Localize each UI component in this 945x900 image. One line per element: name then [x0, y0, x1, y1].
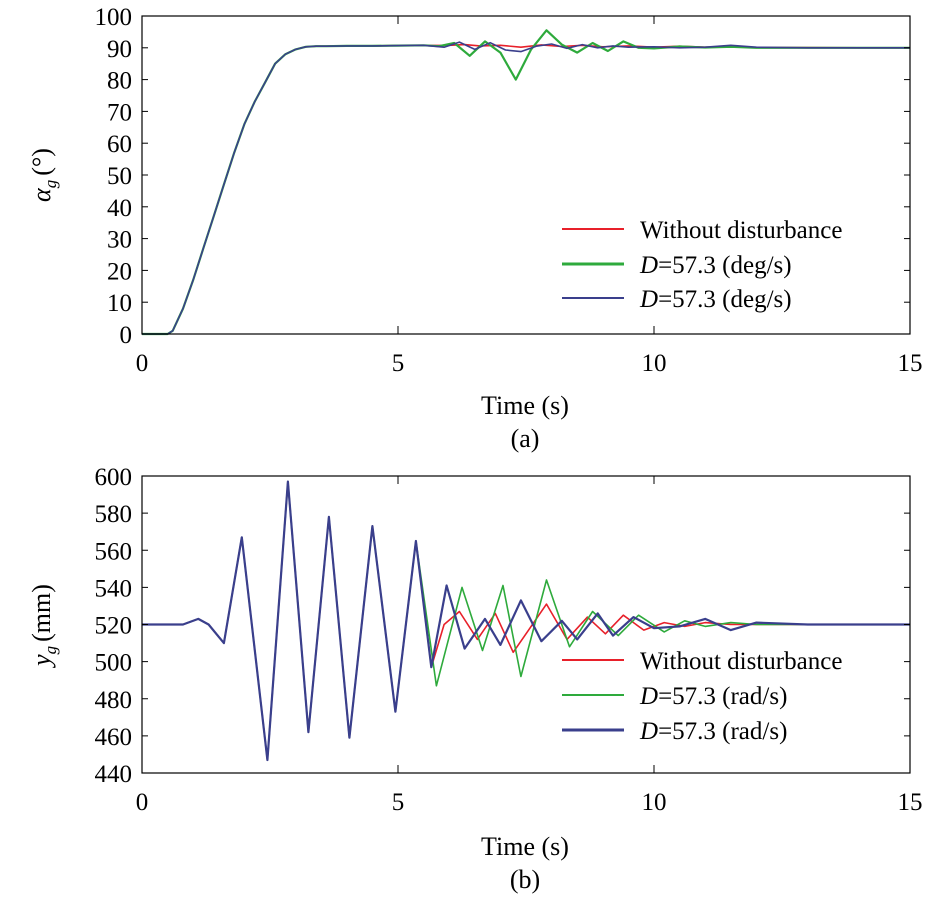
chart-a-legend-label-1-d: D — [639, 252, 658, 279]
chart-a-ylabel-sub: g — [41, 180, 60, 189]
chart-b-legend-label-2-d: D — [639, 718, 658, 745]
chart-a-series-line-2 — [142, 41, 910, 335]
chart-b-series — [142, 480, 910, 762]
chart-b-xtick-label: 10 — [642, 789, 667, 816]
chart-b-xtick-label: 0 — [136, 789, 149, 816]
chart-b-xticks: 0 5 10 15 — [136, 789, 923, 816]
chart-b-legend-label-1: D=57.3 (rad/s) — [639, 683, 787, 710]
chart-a-ylabel-main: α — [27, 187, 56, 202]
chart-b-ytick-label: 500 — [95, 650, 133, 677]
chart-b-xtick-label: 15 — [898, 789, 923, 816]
chart-a-ytick-label: 40 — [107, 195, 132, 222]
chart-b-ytick-label: 580 — [95, 501, 133, 528]
chart-a-series-line-0 — [142, 43, 910, 335]
chart-b-caption: (b) — [510, 865, 540, 894]
chart-a-ytick-label: 60 — [107, 131, 132, 158]
chart-a-ytick-label: 30 — [107, 227, 132, 254]
chart-a-caption: (a) — [511, 424, 540, 453]
chart-b-yticks: 440 460 480 500 520 540 560 580 600 — [95, 464, 910, 788]
chart-a-ytick-label: 70 — [107, 99, 132, 126]
chart-a-xlabel: Time (s) — [481, 391, 569, 420]
chart-a-plot-frame — [141, 15, 911, 335]
chart-a-grid — [397, 16, 655, 334]
chart-a-xtick-label: 10 — [642, 350, 667, 377]
chart-a-ytick-label: 100 — [95, 4, 133, 31]
chart-b-legend: Without disturbance D=57.3 (rad/s) D=57.… — [562, 648, 842, 745]
chart-a-xtick-label: 5 — [392, 350, 405, 377]
chart-b-ytick-label: 560 — [95, 538, 133, 565]
chart-b: 440 460 480 500 520 540 560 580 600 0 5 10 15 Time … — [27, 464, 923, 894]
chart-a-legend-label-2: D=57.3 (deg/s) — [639, 286, 792, 313]
chart-b-legend-label-1-d: D — [639, 683, 658, 710]
chart-a-ylabel-unit: (°) — [27, 148, 56, 176]
chart-b-ytick-label: 520 — [95, 613, 133, 640]
chart-b-legend-label-2: D=57.3 (rad/s) — [639, 718, 787, 745]
chart-a-ytick-label: 20 — [107, 258, 132, 285]
chart-a-series-line-1 — [142, 29, 910, 336]
chart-b-ytick-label: 440 — [95, 761, 133, 788]
chart-b-ylabel-unit: (mm) — [27, 584, 56, 642]
chart-a-ytick-label: 50 — [107, 163, 132, 190]
chart-a-xtick-label: 15 — [898, 350, 923, 377]
chart-a-legend-label-2-rest: =57.3 (deg/s) — [658, 286, 792, 313]
chart-b-ylabel-main: y — [27, 654, 56, 669]
chart-a-xtick-label: 0 — [136, 350, 149, 377]
chart-a: 0 10 20 30 40 50 60 70 80 90 100 0 5 10 15 Time (s) (… — [27, 4, 923, 453]
chart-a-xticks: 0 5 10 15 — [136, 350, 923, 377]
chart-a-legend: Without disturbance D=57.3 (deg/s) D=57.… — [562, 217, 842, 313]
chart-b-ylabel: yg (mm) — [27, 584, 60, 669]
chart-b-series-line-2 — [142, 480, 910, 762]
chart-a-ylabel: αg (°) — [27, 148, 60, 202]
chart-b-series-line-1 — [142, 480, 910, 761]
chart-a-series — [142, 29, 910, 336]
chart-b-xtick-label: 5 — [392, 789, 405, 816]
chart-a-legend-label-1: D=57.3 (deg/s) — [639, 252, 792, 279]
chart-b-legend-label-1-rest: =57.3 (rad/s) — [658, 683, 787, 710]
chart-b-grid — [397, 476, 655, 773]
chart-b-legend-label-0: Without disturbance — [640, 648, 842, 675]
chart-a-ytick-label: 80 — [107, 68, 132, 95]
chart-b-series-line-0 — [142, 480, 910, 761]
chart-b-xlabel: Time (s) — [481, 832, 569, 861]
chart-a-ytick-label: 90 — [107, 36, 132, 63]
chart-b-ytick-label: 480 — [95, 687, 133, 714]
chart-a-legend-label-2-d: D — [639, 286, 658, 313]
chart-b-ytick-label: 460 — [95, 724, 133, 751]
chart-a-ytick-label: 10 — [107, 290, 132, 317]
chart-a-yticks: 0 10 20 30 40 50 60 70 80 90 100 — [95, 4, 910, 349]
chart-b-legend-label-2-rest: =57.3 (rad/s) — [658, 718, 787, 745]
chart-a-legend-label-1-rest: =57.3 (deg/s) — [658, 252, 792, 279]
chart-b-ytick-label: 540 — [95, 575, 133, 602]
chart-b-ylabel-sub: g — [41, 646, 60, 655]
chart-b-ytick-label: 600 — [95, 464, 133, 491]
chart-a-legend-label-0: Without disturbance — [640, 217, 842, 244]
chart-a-ytick-label: 0 — [120, 322, 133, 349]
